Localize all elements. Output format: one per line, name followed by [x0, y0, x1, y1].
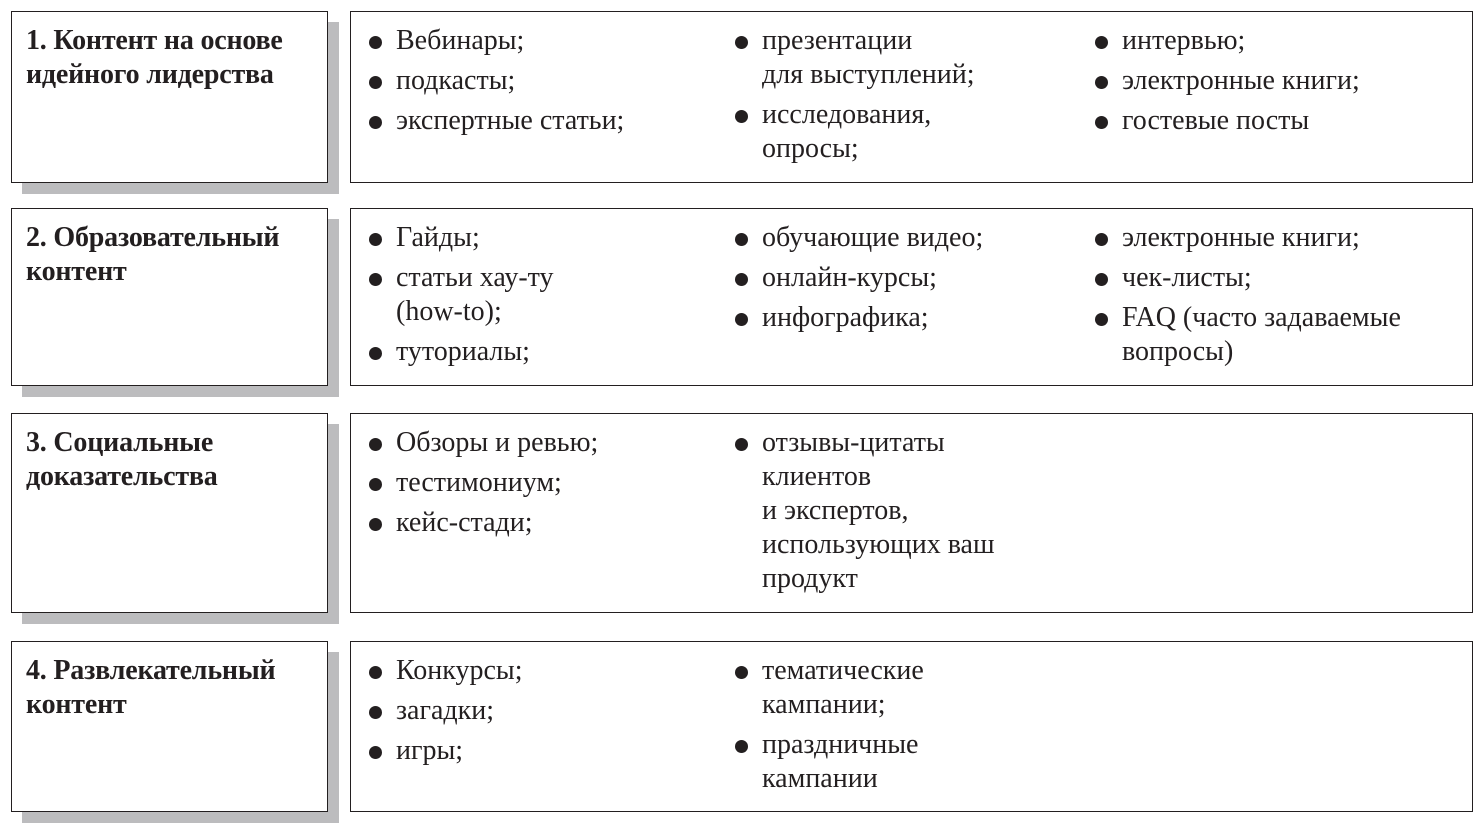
list-item: туториалы; — [369, 335, 554, 369]
list-item-line: Гайды; — [396, 222, 480, 253]
list-item: FAQ (часто задаваемые вопросы) — [1095, 301, 1401, 369]
examples-column: тематические кампании; праздничные кампании — [735, 654, 924, 802]
list-item: загадки; — [369, 694, 523, 728]
list-item-line: экспертные статьи; — [396, 105, 625, 136]
list-item-line: интервью; — [1122, 25, 1246, 56]
list-item-line: чек-листы; — [1122, 262, 1252, 293]
category-title-box: 4. Развлекательный контент — [11, 641, 328, 812]
category-row: 3. Социальные доказательства Обзоры и ревь… — [0, 413, 1484, 613]
list-item-line: праздничные — [762, 729, 919, 760]
examples-column: Вебинары; подкасты; экспертные статьи; — [369, 24, 624, 144]
examples-box: Конкурсы; загадки; игры; тематические кампан… — [350, 641, 1473, 812]
list-item-line: туториалы; — [396, 336, 530, 367]
list-item: подкасты; — [369, 64, 624, 98]
examples-column: Гайды; статьи хау-ту (how-to); туториалы; — [369, 221, 554, 375]
category-title-line: доказательства — [26, 461, 218, 492]
list-item: обучающие видео; — [735, 221, 983, 255]
list-item: чек-листы; — [1095, 261, 1401, 295]
category-row: 2. Образовательный контент Гайды; статьи ха… — [0, 208, 1484, 386]
category-row: 4. Развлекательный контент Конкурсы; загадк… — [0, 641, 1484, 812]
list-item: инфографика; — [735, 301, 983, 335]
list-item: Обзоры и ревью; — [369, 426, 598, 460]
category-title-line: 3. Социальные — [26, 427, 214, 458]
list-item: Конкурсы; — [369, 654, 523, 688]
examples-column: электронные книги; чек-листы; FAQ (часто з… — [1095, 221, 1401, 375]
list-item: экспертные статьи; — [369, 104, 624, 138]
list-item-line: кампании — [762, 763, 878, 794]
category-title-line: контент — [26, 256, 127, 287]
list-item-line: обучающие видео; — [762, 222, 984, 253]
list-item: электронные книги; — [1095, 221, 1401, 255]
list-item: игры; — [369, 734, 523, 768]
list-item: презентации для выступлений; — [735, 24, 975, 92]
list-item-line: презентации — [762, 25, 913, 56]
list-item-line: загадки; — [396, 695, 495, 726]
list-item-line: вопросы) — [1122, 336, 1234, 367]
list-item-line: кейс-стади; — [396, 507, 533, 538]
examples-column: отзывы-цитаты клиентов и экспертов, использ… — [735, 426, 995, 602]
examples-column: интервью; электронные книги; гостевые пост… — [1095, 24, 1360, 144]
category-row: 1. Контент на основе идейного лидерства Ве… — [0, 11, 1484, 183]
list-item: гостевые посты — [1095, 104, 1360, 138]
list-item: Гайды; — [369, 221, 554, 255]
list-item-line: гостевые посты — [1122, 105, 1310, 136]
category-title-line: 4. Развлекательный — [26, 655, 276, 686]
list-item-line: (how-to); — [396, 296, 502, 327]
category-title-box: 1. Контент на основе идейного лидерства — [11, 11, 328, 183]
list-item-line: отзывы-цитаты — [762, 427, 945, 458]
list-item-line: статьи хау-ту — [396, 262, 554, 293]
list-item-line: продукт — [762, 563, 858, 594]
list-item-line: игры; — [396, 735, 464, 766]
list-item: кейс-стади; — [369, 506, 598, 540]
list-item-line: подкасты; — [396, 65, 516, 96]
examples-column: Обзоры и ревью; тестимониум; кейс-стади; — [369, 426, 598, 546]
list-item: статьи хау-ту (how-to); — [369, 261, 554, 329]
list-item: исследования, опросы; — [735, 98, 975, 166]
category-title-line: идейного лидерства — [26, 59, 274, 90]
list-item-line: электронные книги; — [1122, 65, 1360, 96]
list-item-line: исследования, — [762, 99, 932, 130]
list-item: отзывы-цитаты клиентов и экспертов, использ… — [735, 426, 995, 596]
list-item-line: тестимониум; — [396, 467, 562, 498]
list-item-line: для выступлений; — [762, 59, 975, 90]
examples-column: обучающие видео; онлайн-курсы; инфографика… — [735, 221, 983, 341]
list-item-line: Конкурсы; — [396, 655, 523, 686]
examples-box: Вебинары; подкасты; экспертные статьи; през… — [350, 11, 1473, 183]
list-item: интервью; — [1095, 24, 1360, 58]
examples-box: Обзоры и ревью; тестимониум; кейс-стади; от… — [350, 413, 1473, 613]
category-title-box: 2. Образовательный контент — [11, 208, 328, 386]
list-item-line: тематические — [762, 655, 924, 686]
list-item-line: Обзоры и ревью; — [396, 427, 599, 458]
list-item: Вебинары; — [369, 24, 624, 58]
list-item-line: клиентов — [762, 461, 872, 492]
examples-column: презентации для выступлений; исследования,… — [735, 24, 975, 172]
examples-column: Конкурсы; загадки; игры; — [369, 654, 523, 774]
list-item: электронные книги; — [1095, 64, 1360, 98]
category-title-box: 3. Социальные доказательства — [11, 413, 328, 613]
category-title-line: 1. Контент на основе — [26, 25, 283, 56]
list-item: онлайн-курсы; — [735, 261, 983, 295]
list-item-line: и экспертов, — [762, 495, 909, 526]
category-title-line: 2. Образовательный — [26, 222, 280, 253]
list-item-line: Вебинары; — [396, 25, 525, 56]
list-item: праздничные кампании — [735, 728, 924, 796]
list-item-line: электронные книги; — [1122, 222, 1360, 253]
examples-box: Гайды; статьи хау-ту (how-to); туториалы; об… — [350, 208, 1473, 386]
list-item-line: опросы; — [762, 133, 859, 164]
list-item: тематические кампании; — [735, 654, 924, 722]
list-item-line: инфографика; — [762, 302, 929, 333]
category-title-line: контент — [26, 689, 127, 720]
list-item-line: использующих ваш — [762, 529, 995, 560]
list-item-line: онлайн-курсы; — [762, 262, 937, 293]
list-item-line: FAQ (часто задаваемые — [1122, 302, 1401, 333]
list-item-line: кампании; — [762, 689, 886, 720]
list-item: тестимониум; — [369, 466, 598, 500]
